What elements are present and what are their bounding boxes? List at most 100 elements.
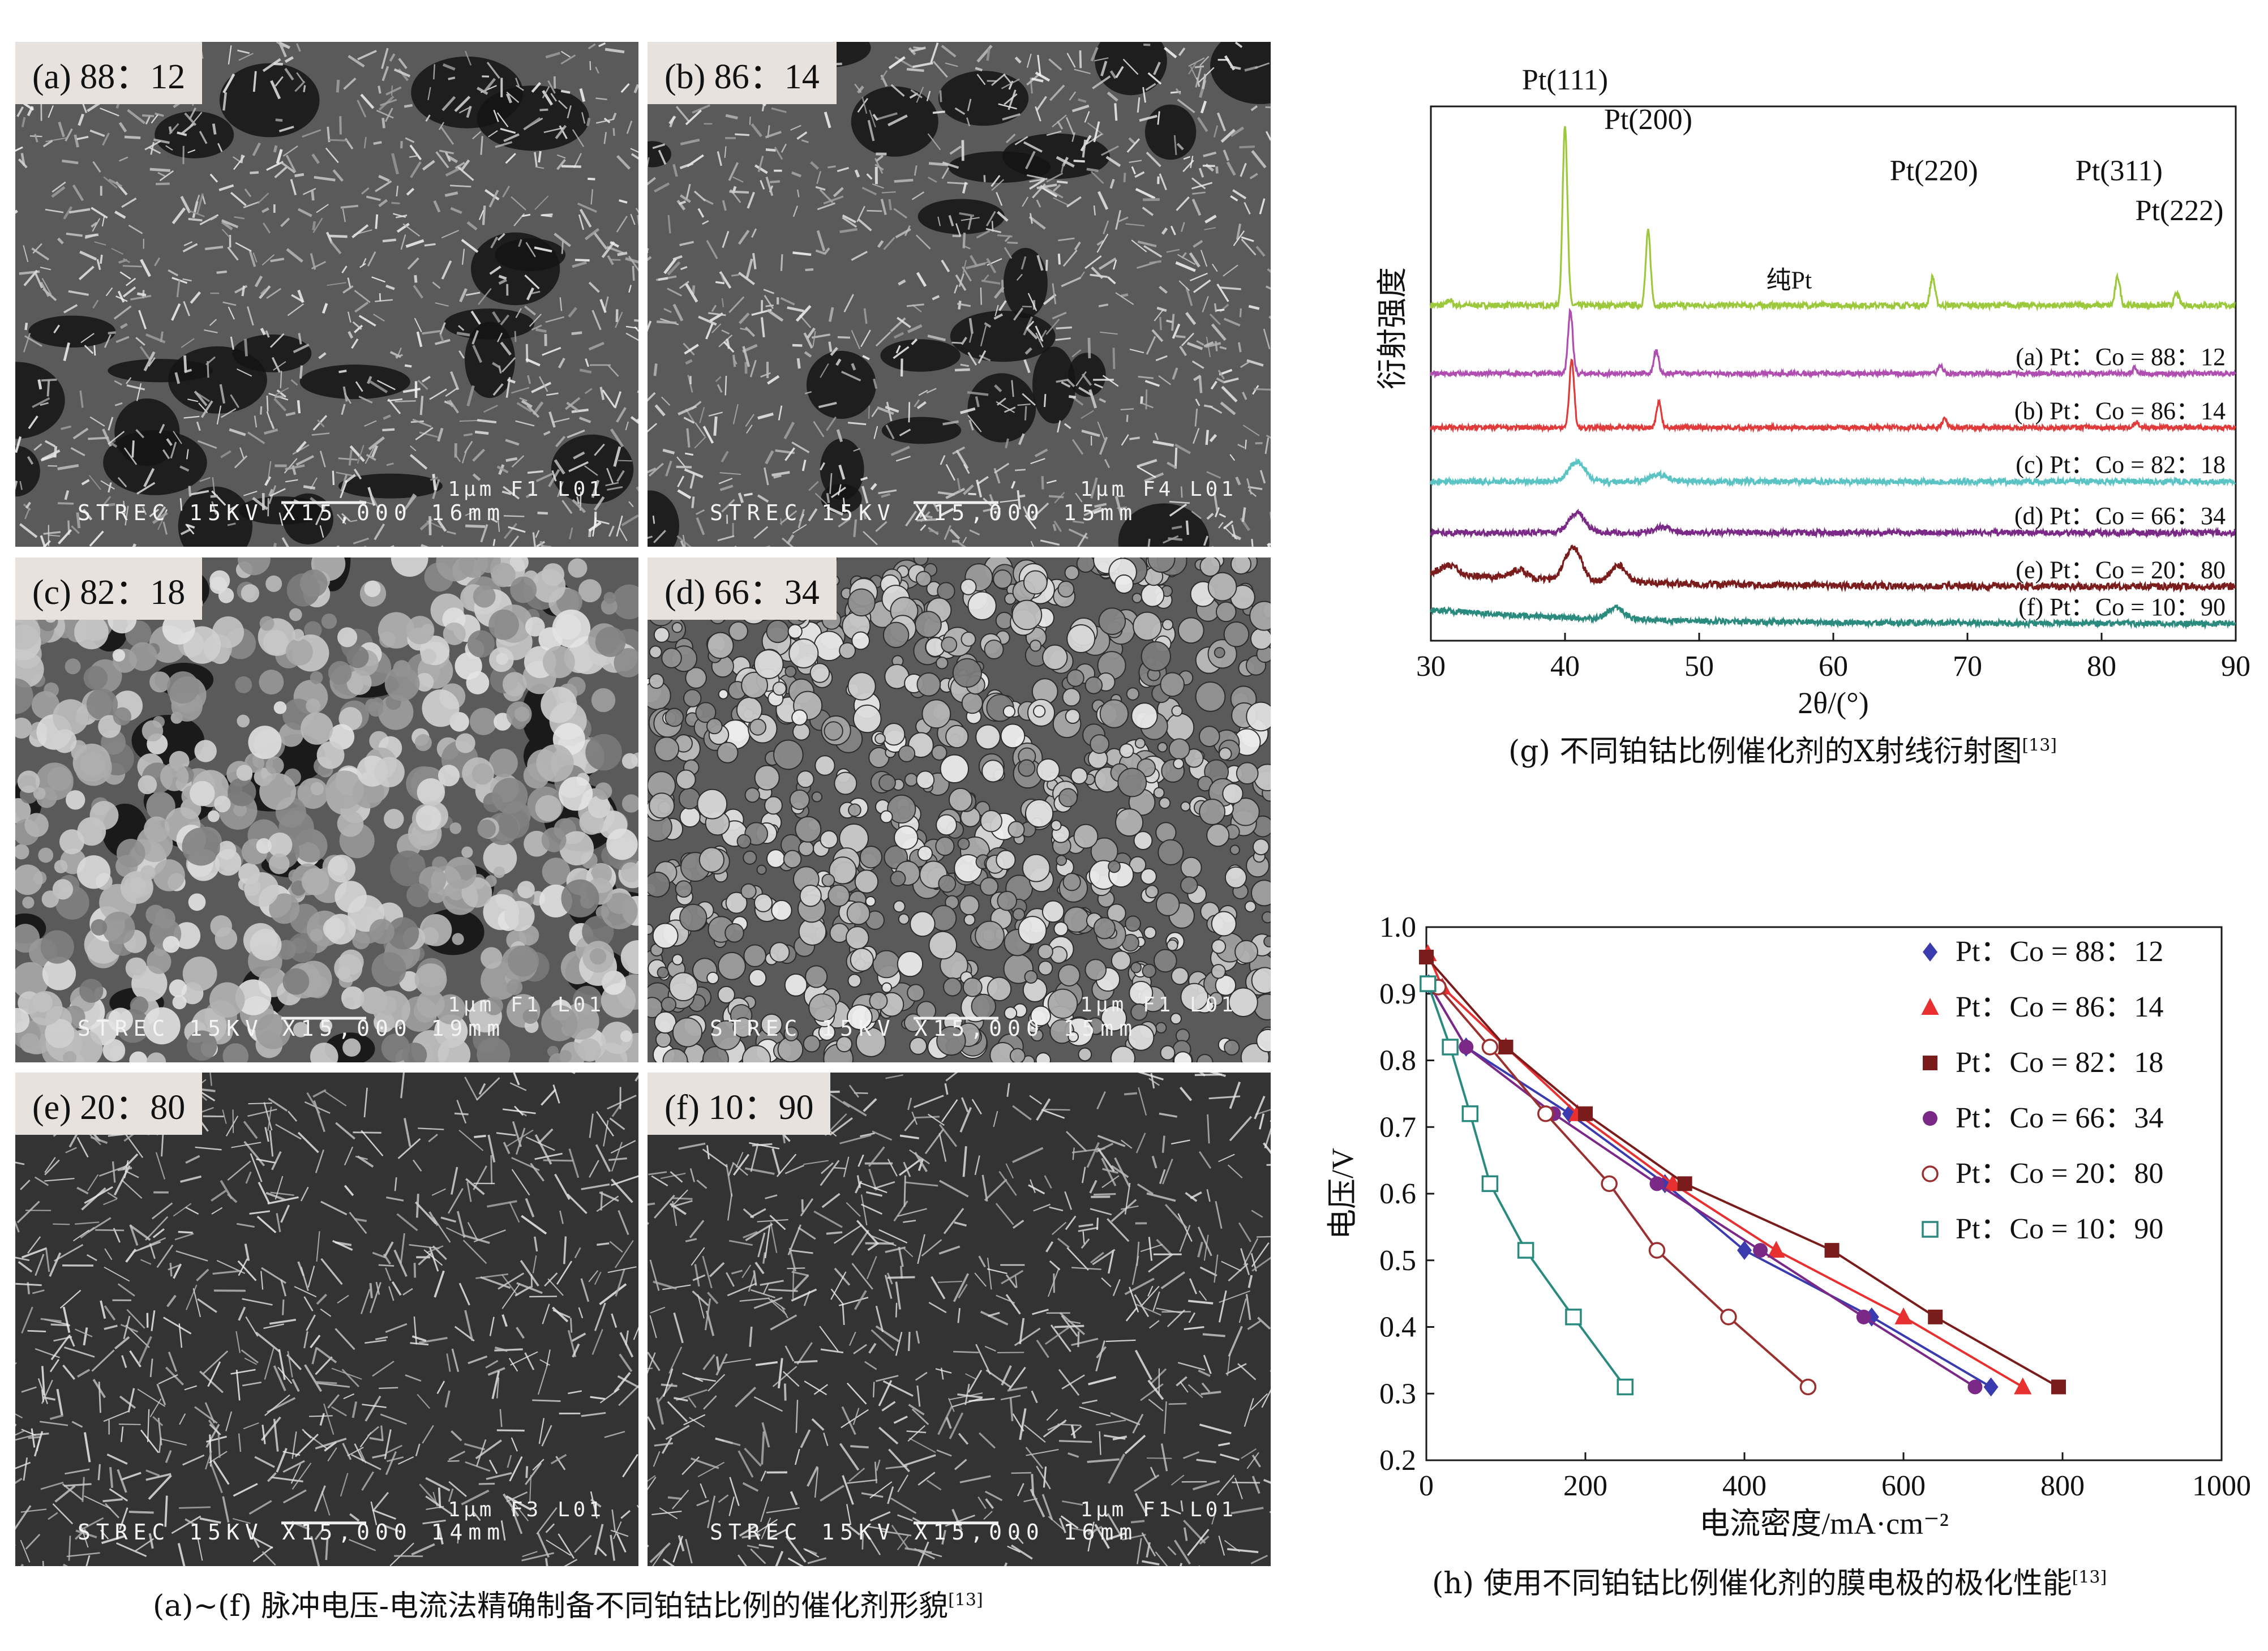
- xrd-series-3: [1430, 457, 2236, 488]
- sem-bar-text: 1µm F1 L01: [1080, 1498, 1237, 1521]
- pol-point-1-4: [1664, 1174, 1682, 1191]
- pol-point-3-4: [1753, 1243, 1768, 1258]
- pol-caption-ref: [13]: [2072, 1567, 2107, 1588]
- pol-xtick-label-4: 800: [2040, 1470, 2085, 1502]
- pol-legend-label-0: Pt：Co = 88：12: [1956, 936, 2163, 968]
- xrd-series-2: [1430, 358, 2236, 434]
- pol-point-3-6: [1967, 1379, 1983, 1395]
- pol-ytick-label-3: 0.5: [1379, 1245, 1416, 1277]
- sem-label-a: (a) 88：12: [15, 42, 203, 104]
- xrd-peak-label-4: Pt(222): [2135, 195, 2223, 227]
- xrd-chart: 纯Pt (a) Pt：Co = 88：12 (b) Pt：Co = 86：14 (c)…: [1319, 51, 2258, 730]
- pol-point-4-1: [1481, 1039, 1499, 1056]
- pol-point-2-3: [1677, 1176, 1692, 1191]
- xrd-series-label-6: (f) Pt：Co = 10：90: [2018, 593, 2226, 621]
- pol-caption: (h) 使用不同铂钴比例催化剂的膜电极的极化性能[13]: [1432, 1559, 2107, 1602]
- xrd-series-0: [1430, 126, 2236, 312]
- pol-point-1-6: [1894, 1307, 1913, 1324]
- xrd-xtick-label-4: 70: [1953, 650, 1982, 683]
- pol-caption-text: (h) 使用不同铂钴比例催化剂的膜电极的极化性能: [1432, 1567, 2072, 1601]
- pol-ylabel: 电压/V: [1326, 1148, 1360, 1240]
- pol-point-3-1: [1459, 1039, 1474, 1054]
- pol-point-5-1: [1442, 1039, 1459, 1056]
- pol-xtick-label-0: 0: [1419, 1470, 1434, 1502]
- pol-point-5-5: [1565, 1309, 1582, 1326]
- pol-point-0-6: [1983, 1377, 1999, 1397]
- sem-label-e: (e) 20：80: [15, 1073, 203, 1135]
- xrd-peak-label-3: Pt(311): [2076, 155, 2163, 187]
- xrd-xtick-label-2: 50: [1684, 650, 1714, 683]
- sem-scale-d: STREC 15KV X15,000 15mm: [710, 1016, 1138, 1041]
- pol-ytick-label-0: 0.2: [1379, 1444, 1416, 1477]
- pol-point-2-6: [2051, 1379, 2066, 1395]
- pol-ytick-label-4: 0.6: [1379, 1178, 1416, 1210]
- sem-scale-f: STREC 15KV X15,000 16mm: [710, 1520, 1138, 1545]
- pol-ytick-label-5: 0.7: [1379, 1111, 1416, 1143]
- pol-legend-marker-0: [1923, 942, 1937, 962]
- pol-point-2-5: [1928, 1309, 1943, 1324]
- pol-ytick-label-8: 1.0: [1379, 911, 1416, 944]
- sem-panel-f: 1µm F1 L01 (f) 10：90 STREC 15KV X15,000 …: [648, 1073, 1271, 1566]
- pol-point-3-5: [1856, 1309, 1871, 1324]
- sem-scale-c: STREC 15KV X15,000 19mm: [78, 1016, 506, 1041]
- xrd-xtick-label-0: 30: [1416, 650, 1446, 683]
- pol-xtick-label-2: 400: [1722, 1470, 1767, 1502]
- xrd-series-label-5: (e) Pt：Co = 20：80: [2016, 556, 2226, 584]
- sem-bar-text: 1µm F4 L01: [1080, 478, 1237, 501]
- xrd-series-label-2: (b) Pt：Co = 86：14: [2014, 397, 2226, 424]
- pol-legend-label-1: Pt：Co = 86：14: [1956, 991, 2163, 1023]
- sem-image-d: 1µm F1 L01: [648, 558, 1271, 1062]
- pol-point-5-6: [1617, 1378, 1634, 1396]
- sem-bar-text: 1µm F1 L01: [448, 478, 604, 501]
- pol-legend-label-2: Pt：Co = 82：18: [1956, 1047, 2163, 1079]
- sem-image-a: 1µm F1 L01: [15, 42, 638, 547]
- pol-point-1-7: [2014, 1377, 2032, 1395]
- pol-point-3-3: [1649, 1176, 1665, 1191]
- pol-point-2-4: [1824, 1243, 1840, 1258]
- sem-panel-b: 1µm F4 L01 (b) 86：14 STREC 15KV X15,000 …: [648, 42, 1271, 547]
- pol-point-2-1: [1498, 1039, 1514, 1054]
- xrd-ylabel: 衍射强度: [1375, 267, 1409, 389]
- pol-point-1-5: [1767, 1241, 1785, 1258]
- xrd-peak-label-2: Pt(220): [1890, 155, 1978, 187]
- pol-point-5-4: [1517, 1242, 1534, 1259]
- pol-xtick-label-3: 600: [1881, 1470, 1926, 1502]
- sem-image-c: 1µm F1 L01: [15, 558, 638, 1062]
- sem-panel-a: 1µm F1 L01 (a) 88：12 STREC 15KV X15,000 …: [15, 42, 638, 547]
- xrd-series-4: [1430, 508, 2236, 539]
- pol-ytick-label-1: 0.3: [1379, 1378, 1416, 1410]
- pol-point-5-3: [1481, 1175, 1499, 1193]
- xrd-series-1: [1430, 307, 2236, 380]
- sem-label-b: (b) 86：14: [648, 42, 837, 104]
- pol-legend-marker-4: [1922, 1165, 1939, 1182]
- xrd-series-5: [1430, 544, 2236, 593]
- sem-bar-text: 1µm F3 L01: [448, 1498, 604, 1521]
- xrd-xtick-label-1: 40: [1550, 650, 1580, 683]
- sem-image-b: 1µm F4 L01: [648, 42, 1271, 547]
- pol-legend-label-4: Pt：Co = 20：80: [1956, 1157, 2163, 1190]
- xrd-caption-text: (g) 不同铂钴比例催化剂的X射线衍射图: [1508, 735, 2022, 769]
- sem-bar-text: 1µm F1 L01: [1080, 993, 1237, 1017]
- pol-legend-marker-1: [1921, 998, 1939, 1015]
- sem-label-c: (c) 82：18: [15, 558, 203, 620]
- sem-image-e: 1µm F3 L01: [15, 1073, 638, 1566]
- sem-caption: (a)~(f) 脉冲电压-电流法精确制备不同铂钴比例的催化剂形貌[13]: [153, 1582, 983, 1624]
- xrd-series-label-0: 纯Pt: [1766, 266, 1812, 294]
- xrd-caption: (g) 不同铂钴比例催化剂的X射线衍射图[13]: [1508, 727, 2057, 770]
- sem-label-d: (d) 66：34: [648, 558, 837, 620]
- pol-legend-label-5: Pt：Co = 10：90: [1956, 1213, 2163, 1245]
- pol-point-4-5: [1720, 1309, 1737, 1326]
- xrd-plot: 纯Pt (a) Pt：Co = 88：12 (b) Pt：Co = 86：14 (c)…: [1375, 64, 2250, 720]
- pol-legend-label-3: Pt：Co = 66：34: [1956, 1102, 2163, 1134]
- pol-point-4-6: [1799, 1378, 1817, 1396]
- xrd-xtick-label-5: 80: [2087, 650, 2116, 683]
- pol-point-5-2: [1461, 1105, 1479, 1122]
- pol-xlabel: 电流密度/mA·cm⁻²: [1699, 1507, 1949, 1541]
- sem-scale-a: STREC 15KV X15,000 16mm: [78, 500, 506, 525]
- xrd-series-label-1: (a) Pt：Co = 88：12: [2016, 343, 2226, 371]
- pol-point-4-3: [1601, 1175, 1618, 1193]
- sem-scale-b: STREC 15KV X15,000 15mm: [710, 500, 1138, 525]
- pol-legend-marker-5: [1922, 1221, 1939, 1238]
- sem-image-f: 1µm F1 L01: [648, 1073, 1271, 1566]
- pol-point-2-2: [1578, 1106, 1593, 1121]
